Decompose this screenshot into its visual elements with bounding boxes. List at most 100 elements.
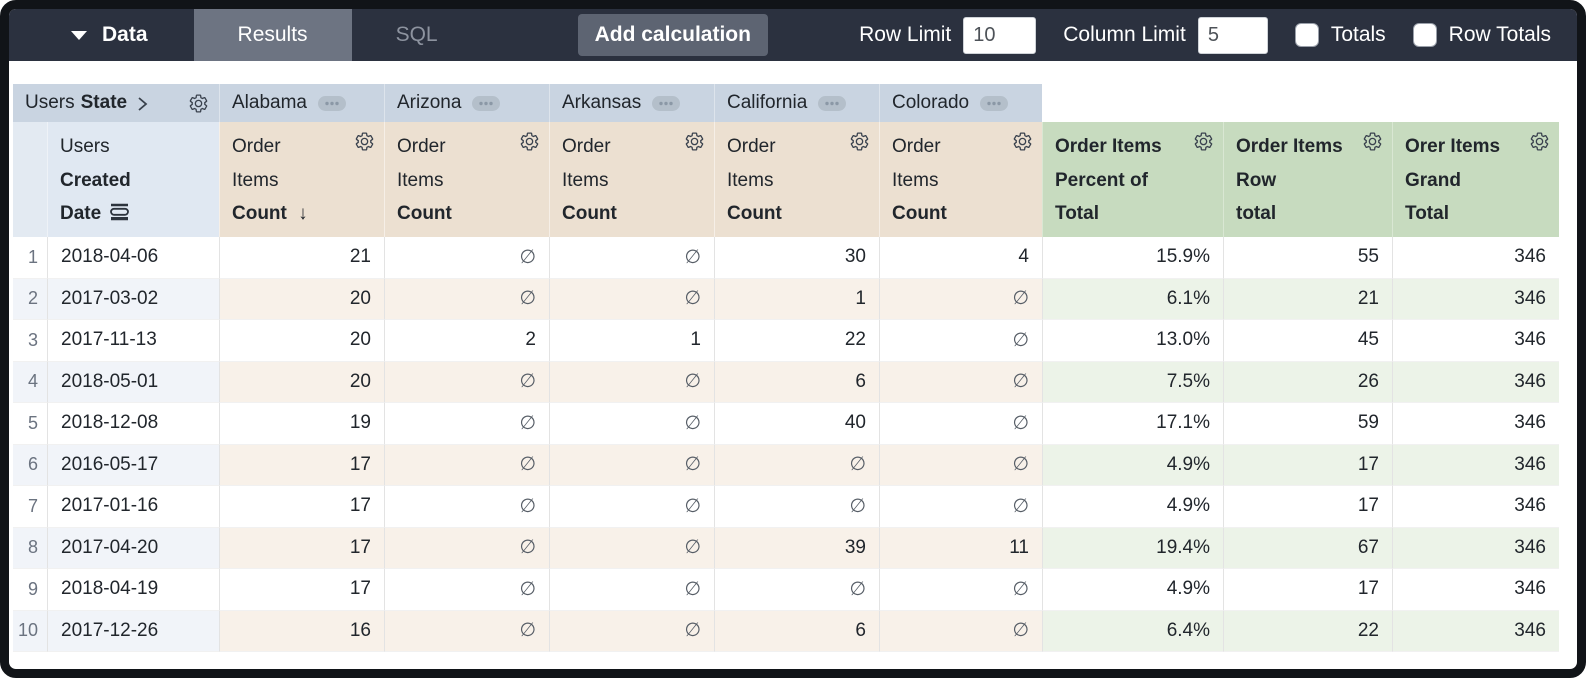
measure-cell[interactable]: ∅ — [879, 403, 1042, 445]
measure-header[interactable]: Order Items Count — [384, 122, 549, 237]
measure-cell[interactable]: ∅ — [549, 610, 714, 652]
pivot-value-header[interactable]: Arizona — [384, 84, 549, 122]
gear-icon[interactable] — [188, 93, 209, 114]
gear-icon[interactable] — [1362, 131, 1383, 152]
measure-cell[interactable]: ∅ — [879, 444, 1042, 486]
dimension-header[interactable]: Users Created Date — [47, 122, 219, 237]
calculation-cell[interactable]: 17 — [1223, 444, 1392, 486]
measure-cell[interactable]: ∅ — [384, 444, 549, 486]
tab-results[interactable]: Results — [193, 9, 352, 61]
calculation-cell[interactable]: 346 — [1392, 237, 1559, 279]
column-limit-input[interactable] — [1197, 16, 1268, 54]
measure-cell[interactable]: 11 — [879, 527, 1042, 569]
gear-icon[interactable] — [1193, 131, 1214, 152]
measure-cell[interactable]: ∅ — [384, 237, 549, 279]
date-cell[interactable]: 2018-04-06 — [47, 237, 219, 279]
gear-icon[interactable] — [1012, 131, 1033, 152]
calculation-cell[interactable]: 4.9% — [1042, 569, 1223, 611]
row-totals-checkbox[interactable] — [1412, 23, 1437, 47]
calculation-header[interactable]: Order Items Percent of Total — [1042, 122, 1223, 237]
measure-cell[interactable]: 20 — [219, 320, 384, 362]
date-cell[interactable]: 2018-04-19 — [47, 569, 219, 611]
calculation-cell[interactable]: 346 — [1392, 527, 1559, 569]
calculation-cell[interactable]: 21 — [1223, 278, 1392, 320]
calculation-cell[interactable]: 346 — [1392, 361, 1559, 403]
ellipsis-menu-icon[interactable] — [652, 95, 681, 111]
calculation-cell[interactable]: 4.9% — [1042, 486, 1223, 528]
gear-icon[interactable] — [849, 131, 870, 152]
calculation-cell[interactable]: 17 — [1223, 569, 1392, 611]
tab-sql[interactable]: SQL — [352, 9, 482, 61]
measure-cell[interactable]: ∅ — [879, 361, 1042, 403]
gear-icon[interactable] — [354, 131, 375, 152]
measure-header[interactable]: Order Items Count — [714, 122, 879, 237]
measure-header[interactable]: Order Items Count — [549, 122, 714, 237]
gear-icon[interactable] — [519, 131, 540, 152]
measure-cell[interactable]: ∅ — [549, 527, 714, 569]
date-cell[interactable]: 2017-11-13 — [47, 320, 219, 362]
calculation-cell[interactable]: 45 — [1223, 320, 1392, 362]
calculation-cell[interactable]: 346 — [1392, 610, 1559, 652]
calculation-cell[interactable]: 7.5% — [1042, 361, 1223, 403]
measure-cell[interactable]: 22 — [714, 320, 879, 362]
measure-cell[interactable]: 16 — [219, 610, 384, 652]
ellipsis-menu-icon[interactable] — [818, 95, 847, 111]
ellipsis-menu-icon[interactable] — [472, 95, 501, 111]
calculation-cell[interactable]: 346 — [1392, 444, 1559, 486]
measure-cell[interactable]: 20 — [219, 278, 384, 320]
ellipsis-menu-icon[interactable] — [318, 95, 346, 111]
measure-cell[interactable]: ∅ — [384, 527, 549, 569]
calculation-cell[interactable]: 15.9% — [1042, 237, 1223, 279]
calculation-cell[interactable]: 13.0% — [1042, 320, 1223, 362]
pivot-value-header[interactable]: Colorado — [879, 84, 1042, 122]
date-cell[interactable]: 2018-12-08 — [47, 403, 219, 445]
measure-cell[interactable]: ∅ — [714, 444, 879, 486]
date-cell[interactable]: 2017-12-26 — [47, 610, 219, 652]
calculation-cell[interactable]: 17 — [1223, 486, 1392, 528]
measure-cell[interactable]: 21 — [219, 237, 384, 279]
measure-cell[interactable]: ∅ — [879, 278, 1042, 320]
pivot-value-header[interactable]: Arkansas — [549, 84, 714, 122]
measure-cell[interactable]: ∅ — [549, 486, 714, 528]
measure-cell[interactable]: ∅ — [384, 610, 549, 652]
measure-cell[interactable]: 17 — [219, 444, 384, 486]
pivot-value-header[interactable]: California — [714, 84, 879, 122]
measure-cell[interactable]: ∅ — [549, 278, 714, 320]
measure-cell[interactable]: ∅ — [549, 361, 714, 403]
calculation-cell[interactable]: 55 — [1223, 237, 1392, 279]
measure-cell[interactable]: 19 — [219, 403, 384, 445]
calculation-cell[interactable]: 17.1% — [1042, 403, 1223, 445]
measure-cell[interactable]: 1 — [549, 320, 714, 362]
measure-cell[interactable]: ∅ — [549, 237, 714, 279]
calculation-cell[interactable]: 346 — [1392, 320, 1559, 362]
data-section-toggle[interactable]: Data — [9, 9, 194, 61]
measure-cell[interactable]: ∅ — [384, 403, 549, 445]
measure-cell[interactable]: 2 — [384, 320, 549, 362]
calculation-cell[interactable]: 6.1% — [1042, 278, 1223, 320]
measure-cell[interactable]: 17 — [219, 569, 384, 611]
calculation-cell[interactable]: 22 — [1223, 610, 1392, 652]
measure-cell[interactable]: ∅ — [714, 486, 879, 528]
date-cell[interactable]: 2016-05-17 — [47, 444, 219, 486]
measure-cell[interactable]: 39 — [714, 527, 879, 569]
measure-cell[interactable]: ∅ — [549, 569, 714, 611]
measure-cell[interactable]: ∅ — [549, 403, 714, 445]
row-limit-input[interactable] — [963, 16, 1037, 54]
pivot-field-header[interactable]: Users State — [13, 84, 219, 122]
calculation-cell[interactable]: 67 — [1223, 527, 1392, 569]
ellipsis-menu-icon[interactable] — [980, 95, 1009, 111]
gear-icon[interactable] — [684, 131, 705, 152]
measure-cell[interactable]: ∅ — [879, 486, 1042, 528]
calculation-cell[interactable]: 346 — [1392, 403, 1559, 445]
date-cell[interactable]: 2017-04-20 — [47, 527, 219, 569]
measure-cell[interactable]: ∅ — [549, 444, 714, 486]
measure-cell[interactable]: 20 — [219, 361, 384, 403]
calculation-cell[interactable]: 6.4% — [1042, 610, 1223, 652]
calculation-cell[interactable]: 59 — [1223, 403, 1392, 445]
calculation-cell[interactable]: 19.4% — [1042, 527, 1223, 569]
calculation-header[interactable]: Orer Items Grand Total — [1392, 122, 1559, 237]
date-cell[interactable]: 2017-01-16 — [47, 486, 219, 528]
measure-cell[interactable]: 30 — [714, 237, 879, 279]
measure-cell[interactable]: ∅ — [384, 361, 549, 403]
pivot-value-header[interactable]: Alabama — [219, 84, 384, 122]
